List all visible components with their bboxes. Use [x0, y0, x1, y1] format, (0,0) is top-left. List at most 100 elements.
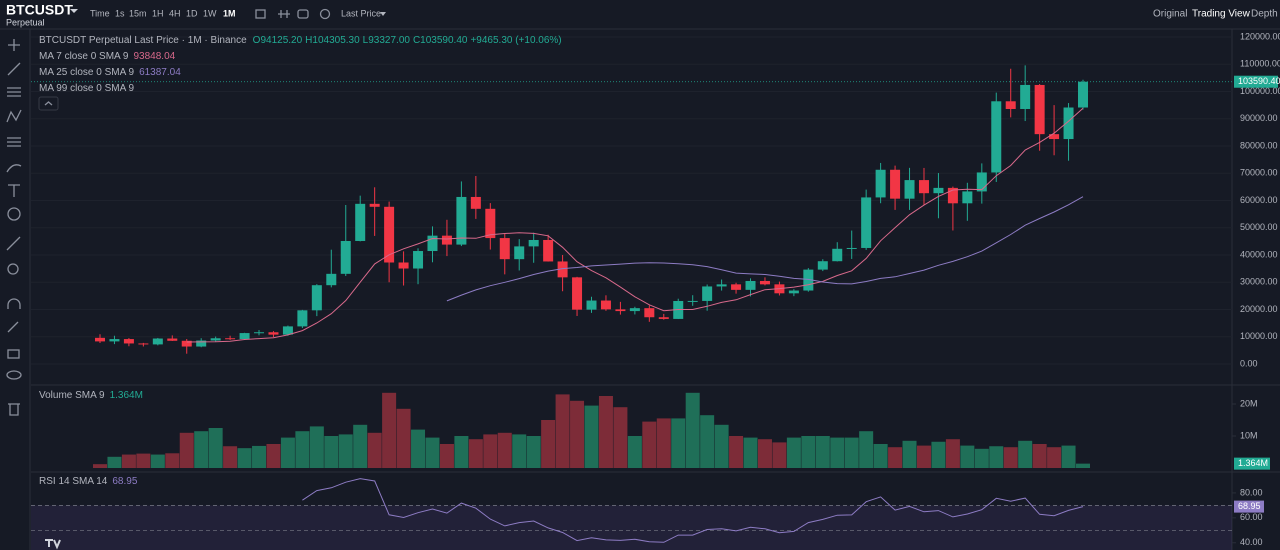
volume-bar	[1076, 463, 1090, 468]
volume-bar	[367, 432, 382, 468]
moving-average	[186, 107, 1084, 343]
candle-body	[629, 308, 640, 312]
grid	[31, 36, 1236, 550]
volume-bar	[194, 431, 209, 468]
candle-body	[398, 262, 409, 269]
y-tick-label: 120000.00	[1240, 31, 1280, 41]
magnet-tool[interactable]	[7, 298, 21, 309]
projection-tool[interactable]	[7, 137, 21, 147]
volume-bar	[483, 434, 498, 468]
indicator-value: 93848.04	[134, 51, 176, 62]
view-tab[interactable]: Depth	[1251, 9, 1278, 20]
view-tab[interactable]: Original	[1153, 9, 1187, 20]
ohlc-value: O94125.20	[253, 35, 303, 46]
timeframe[interactable]: Time	[90, 8, 110, 18]
candle-body	[817, 261, 828, 270]
candle-body	[181, 340, 192, 347]
indicator-icon[interactable]	[255, 9, 266, 19]
y-tick-label: 80000.00	[1240, 140, 1278, 150]
settings-icon[interactable]	[319, 8, 331, 20]
volume-bar	[656, 418, 671, 468]
volume-bar	[541, 420, 556, 468]
volume-bar	[1018, 440, 1033, 468]
last-price-label: 103590.40	[1238, 76, 1280, 86]
collapse-legend[interactable]	[38, 96, 59, 111]
zoom-tool[interactable]	[7, 263, 19, 275]
view-tab-active[interactable]: Trading View	[1192, 9, 1251, 20]
candle-body	[109, 339, 120, 342]
volume-bar	[280, 437, 295, 468]
chart-legend: BTCUSDT Perpetual Last Price · 1M · Bina…	[39, 35, 562, 46]
timeframe[interactable]: 4H	[169, 8, 181, 18]
volume-bar	[989, 446, 1004, 468]
volume-bar	[888, 447, 903, 468]
volume-value: 1.364M	[110, 390, 143, 401]
volume-bar	[165, 453, 180, 468]
brush-tool[interactable]	[6, 164, 22, 173]
candle-body	[759, 280, 770, 285]
candle-body	[875, 169, 886, 198]
volume-bar	[237, 448, 252, 468]
volume-bar	[729, 436, 744, 468]
ohlc-value: +9465.30 (+10.06%)	[470, 35, 561, 46]
lock-tool[interactable]	[7, 349, 20, 359]
delete-tool[interactable]	[8, 403, 20, 416]
fib-tool[interactable]	[7, 87, 21, 97]
crosshair-tool[interactable]	[8, 39, 20, 51]
volume-bar	[931, 441, 946, 468]
candle-body	[543, 239, 554, 262]
emoji-tool[interactable]	[7, 207, 21, 221]
ruler-tool[interactable]	[6, 236, 21, 251]
volume-bar	[223, 446, 238, 468]
candle-body	[947, 187, 958, 204]
compare-icon[interactable]	[278, 10, 290, 18]
volume-bar	[512, 434, 527, 468]
text-tool[interactable]	[8, 184, 20, 197]
candle-body	[225, 338, 236, 340]
timeframe[interactable]: 1s	[115, 8, 125, 18]
lock-draw-tool[interactable]	[7, 321, 19, 333]
volume-bar	[757, 439, 772, 468]
volume-bar	[208, 428, 223, 468]
volume-bar	[772, 442, 787, 468]
candle-body	[384, 206, 395, 263]
timeframe[interactable]: 1D	[186, 8, 198, 18]
volume-bar	[382, 392, 397, 468]
candle-body	[1049, 134, 1060, 140]
symbol-dropdown[interactable]	[70, 9, 78, 13]
volume-bar	[411, 429, 426, 468]
volume-bar	[1032, 444, 1047, 468]
snapshot-icon[interactable]	[297, 9, 309, 19]
pattern-tool[interactable]	[6, 109, 22, 123]
trendline-tool[interactable]	[7, 62, 21, 76]
timeframe[interactable]: 1W	[203, 8, 217, 18]
candle-body	[297, 310, 308, 327]
timeframe[interactable]: 1H	[152, 8, 164, 18]
candle-body	[340, 240, 351, 274]
candle-body	[861, 197, 872, 248]
volume-bar	[570, 400, 585, 468]
symbol[interactable]: BTCUSDT	[6, 2, 73, 18]
indicator-legend-row: MA 99 close 0 SMA 9	[39, 83, 134, 94]
y-tick-label: 90000.00	[1240, 113, 1278, 123]
rsi-legend: RSI 14 SMA 14 68.95	[39, 476, 138, 487]
price-type[interactable]: Last Price	[341, 8, 381, 18]
y-tick-label: 70000.00	[1240, 168, 1278, 178]
candle-body	[138, 343, 149, 345]
volume-bar	[179, 432, 194, 468]
timeframe[interactable]: 15m	[129, 8, 147, 18]
volume-bar	[598, 396, 613, 468]
price-type-dropdown[interactable]	[380, 12, 386, 16]
volume-tag-label: 1.364M	[1238, 458, 1268, 468]
candle-body	[991, 101, 1002, 173]
symbol-subtitle: Perpetual	[6, 17, 45, 27]
visibility-tool[interactable]	[6, 370, 22, 380]
timeframe[interactable]: 1M	[223, 8, 236, 18]
indicator-value: 61387.04	[139, 67, 181, 78]
candle-body	[788, 290, 799, 294]
y-tick-label: 30000.00	[1240, 277, 1278, 287]
candle-body	[311, 285, 322, 311]
volume-bar	[859, 431, 874, 468]
tv-logo	[45, 539, 61, 550]
candle-body	[239, 333, 250, 340]
